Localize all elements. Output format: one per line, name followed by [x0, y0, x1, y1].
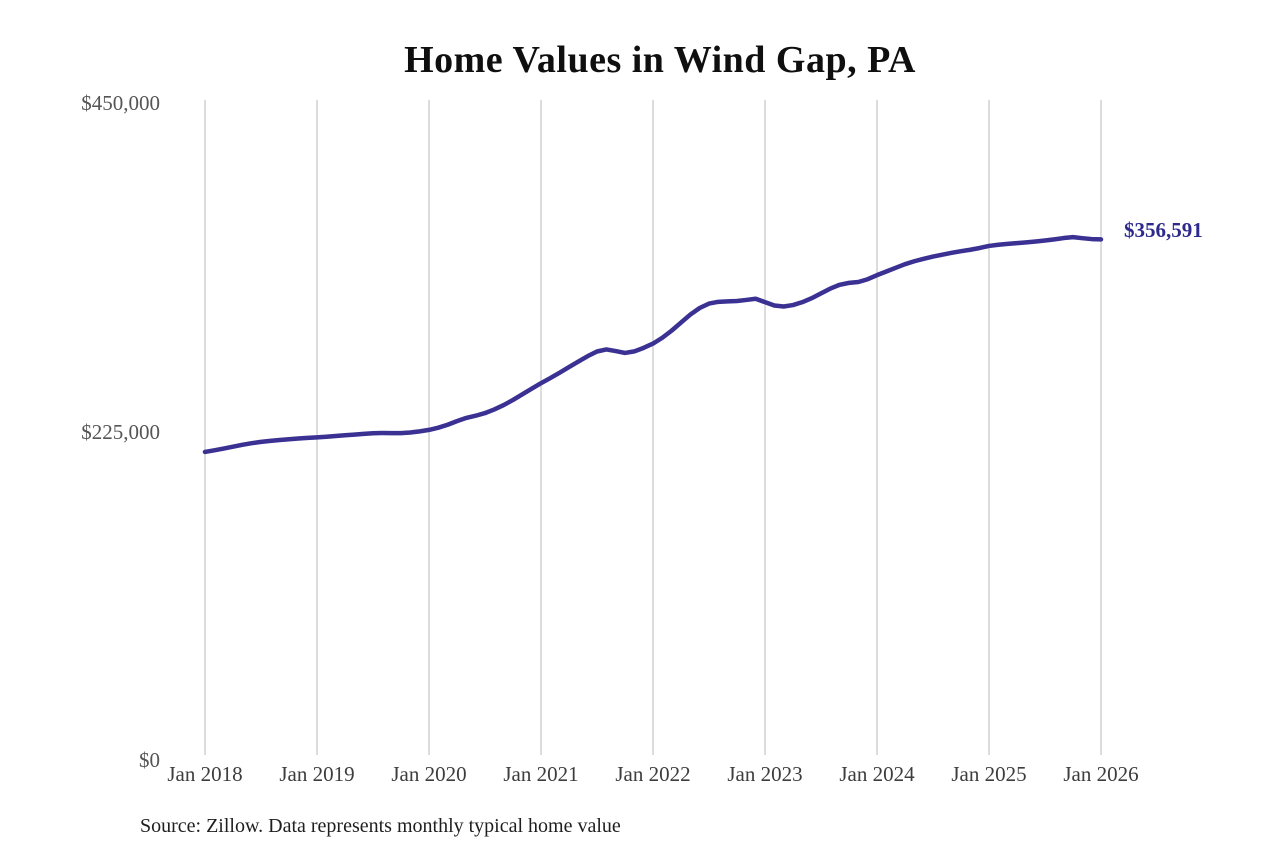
home-value-line [202, 234, 1104, 455]
x-tick-label-jan-2024: Jan 2024 [839, 762, 915, 786]
x-tick-label-jan-2023: Jan 2023 [727, 762, 803, 786]
x-tick-label-jan-2018: Jan 2018 [167, 762, 243, 786]
y-tick-label-0: $0 [139, 748, 160, 772]
x-tick-label-jan-2026: Jan 2026 [1063, 762, 1139, 786]
y-tick-label-450000: $450,000 [81, 91, 160, 115]
x-tick-label-jan-2021: Jan 2021 [503, 762, 579, 786]
x-tick-label-jan-2019: Jan 2019 [279, 762, 355, 786]
source-note: Source: Zillow. Data represents monthly … [140, 815, 621, 837]
latest-value-label: $356,591 [1124, 218, 1203, 242]
chart-title: Home Values in Wind Gap, PA [404, 39, 916, 81]
x-tick-label-jan-2022: Jan 2022 [615, 762, 691, 786]
x-tick-label-jan-2025: Jan 2025 [951, 762, 1027, 786]
y-tick-label-225000: $225,000 [81, 420, 160, 444]
x-tick-label-jan-2020: Jan 2020 [391, 762, 467, 786]
